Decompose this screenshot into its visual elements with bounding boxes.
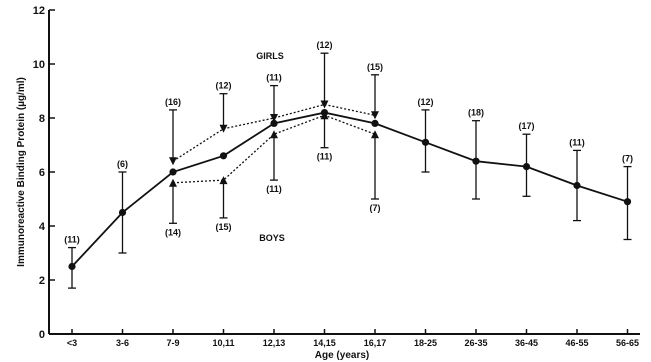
- n-label: (12): [417, 97, 433, 107]
- boys-annotation: BOYS: [259, 233, 285, 243]
- y-tick-label: 8: [39, 113, 45, 125]
- n-label: (18): [468, 108, 484, 118]
- girls-annotation: GIRLS: [256, 51, 284, 61]
- series-boys: [169, 111, 379, 224]
- x-tick-label: 26-35: [464, 338, 487, 348]
- x-tick-label: 36-45: [515, 338, 538, 348]
- overall-point: [522, 163, 531, 171]
- n-label: (12): [215, 81, 231, 91]
- n-label: (11): [317, 152, 333, 162]
- boys-line: [172, 114, 376, 184]
- n-label: (11): [64, 235, 80, 245]
- girls-point: [320, 100, 329, 109]
- n-label: (12): [316, 40, 332, 50]
- x-tick-label: 3-6: [116, 338, 129, 348]
- x-axis-title: Age (years): [315, 350, 369, 361]
- n-labels: (16) (12) (11) (12) (15) (14) (15) (11) (11) (7) (…: [64, 40, 633, 244]
- boys-point: [219, 176, 228, 185]
- n-label: (7): [622, 154, 633, 164]
- n-label: (11): [569, 137, 585, 147]
- x-tick-label: 18-25: [414, 338, 437, 348]
- y-tick-label: 6: [39, 167, 45, 179]
- n-label: (11): [266, 184, 282, 194]
- x-tick-label: 7-9: [166, 338, 179, 348]
- y-tick-label: 10: [33, 59, 45, 71]
- overall-point: [472, 157, 480, 165]
- boys-point: [371, 130, 379, 139]
- overall-point: [68, 262, 76, 271]
- x-tick-label: 16,17: [364, 338, 387, 348]
- overall-point: [371, 119, 379, 127]
- overall-point: [219, 152, 228, 160]
- boys-point: [270, 130, 278, 139]
- overall-point: [270, 119, 278, 127]
- n-label: (7): [370, 203, 381, 213]
- girls-line: [172, 103, 376, 162]
- y-axis-title: Immunoreactive Binding Protein (µg/ml): [16, 77, 27, 267]
- x-tick-label: 10,11: [212, 338, 234, 348]
- n-label: (11): [266, 73, 282, 83]
- n-label: (6): [117, 159, 128, 169]
- overall-point: [118, 208, 127, 217]
- y-tick-label: 2: [39, 275, 45, 287]
- girls-point: [270, 114, 278, 122]
- overall-point: [169, 168, 177, 176]
- y-axis-ticks: 0 2 4 6 8 10 12: [33, 5, 55, 341]
- x-tick-label: 46-55: [565, 338, 588, 348]
- overall-point: [421, 138, 430, 146]
- y-tick-label: 4: [39, 221, 46, 233]
- series-girls: [169, 52, 379, 166]
- x-tick-label: 14,15: [313, 338, 336, 348]
- overall-line: [71, 111, 628, 268]
- n-label: (17): [518, 121, 534, 131]
- x-axis-ticks: <3 3-6 7-9 10,11 12,13 14,15 16,17 18-25 26-35 36…: [67, 329, 639, 348]
- boys-point: [169, 178, 177, 187]
- n-label: (15): [215, 222, 231, 232]
- overall-point: [573, 181, 581, 190]
- x-tick-label: 56-65: [616, 338, 639, 348]
- axes: [48, 10, 640, 335]
- overall-point: [320, 109, 329, 117]
- overall-point: [623, 198, 632, 206]
- n-label: (16): [165, 97, 181, 107]
- x-tick-label: <3: [67, 338, 77, 348]
- n-label: (14): [165, 227, 181, 237]
- y-tick-label: 0: [39, 329, 45, 341]
- girls-point: [371, 111, 379, 120]
- y-tick-label: 12: [33, 5, 45, 17]
- series-overall: [68, 109, 632, 289]
- girls-point: [169, 157, 177, 166]
- x-tick-label: 12,13: [263, 338, 286, 348]
- girls-point: [219, 124, 228, 133]
- n-label: (15): [367, 62, 383, 72]
